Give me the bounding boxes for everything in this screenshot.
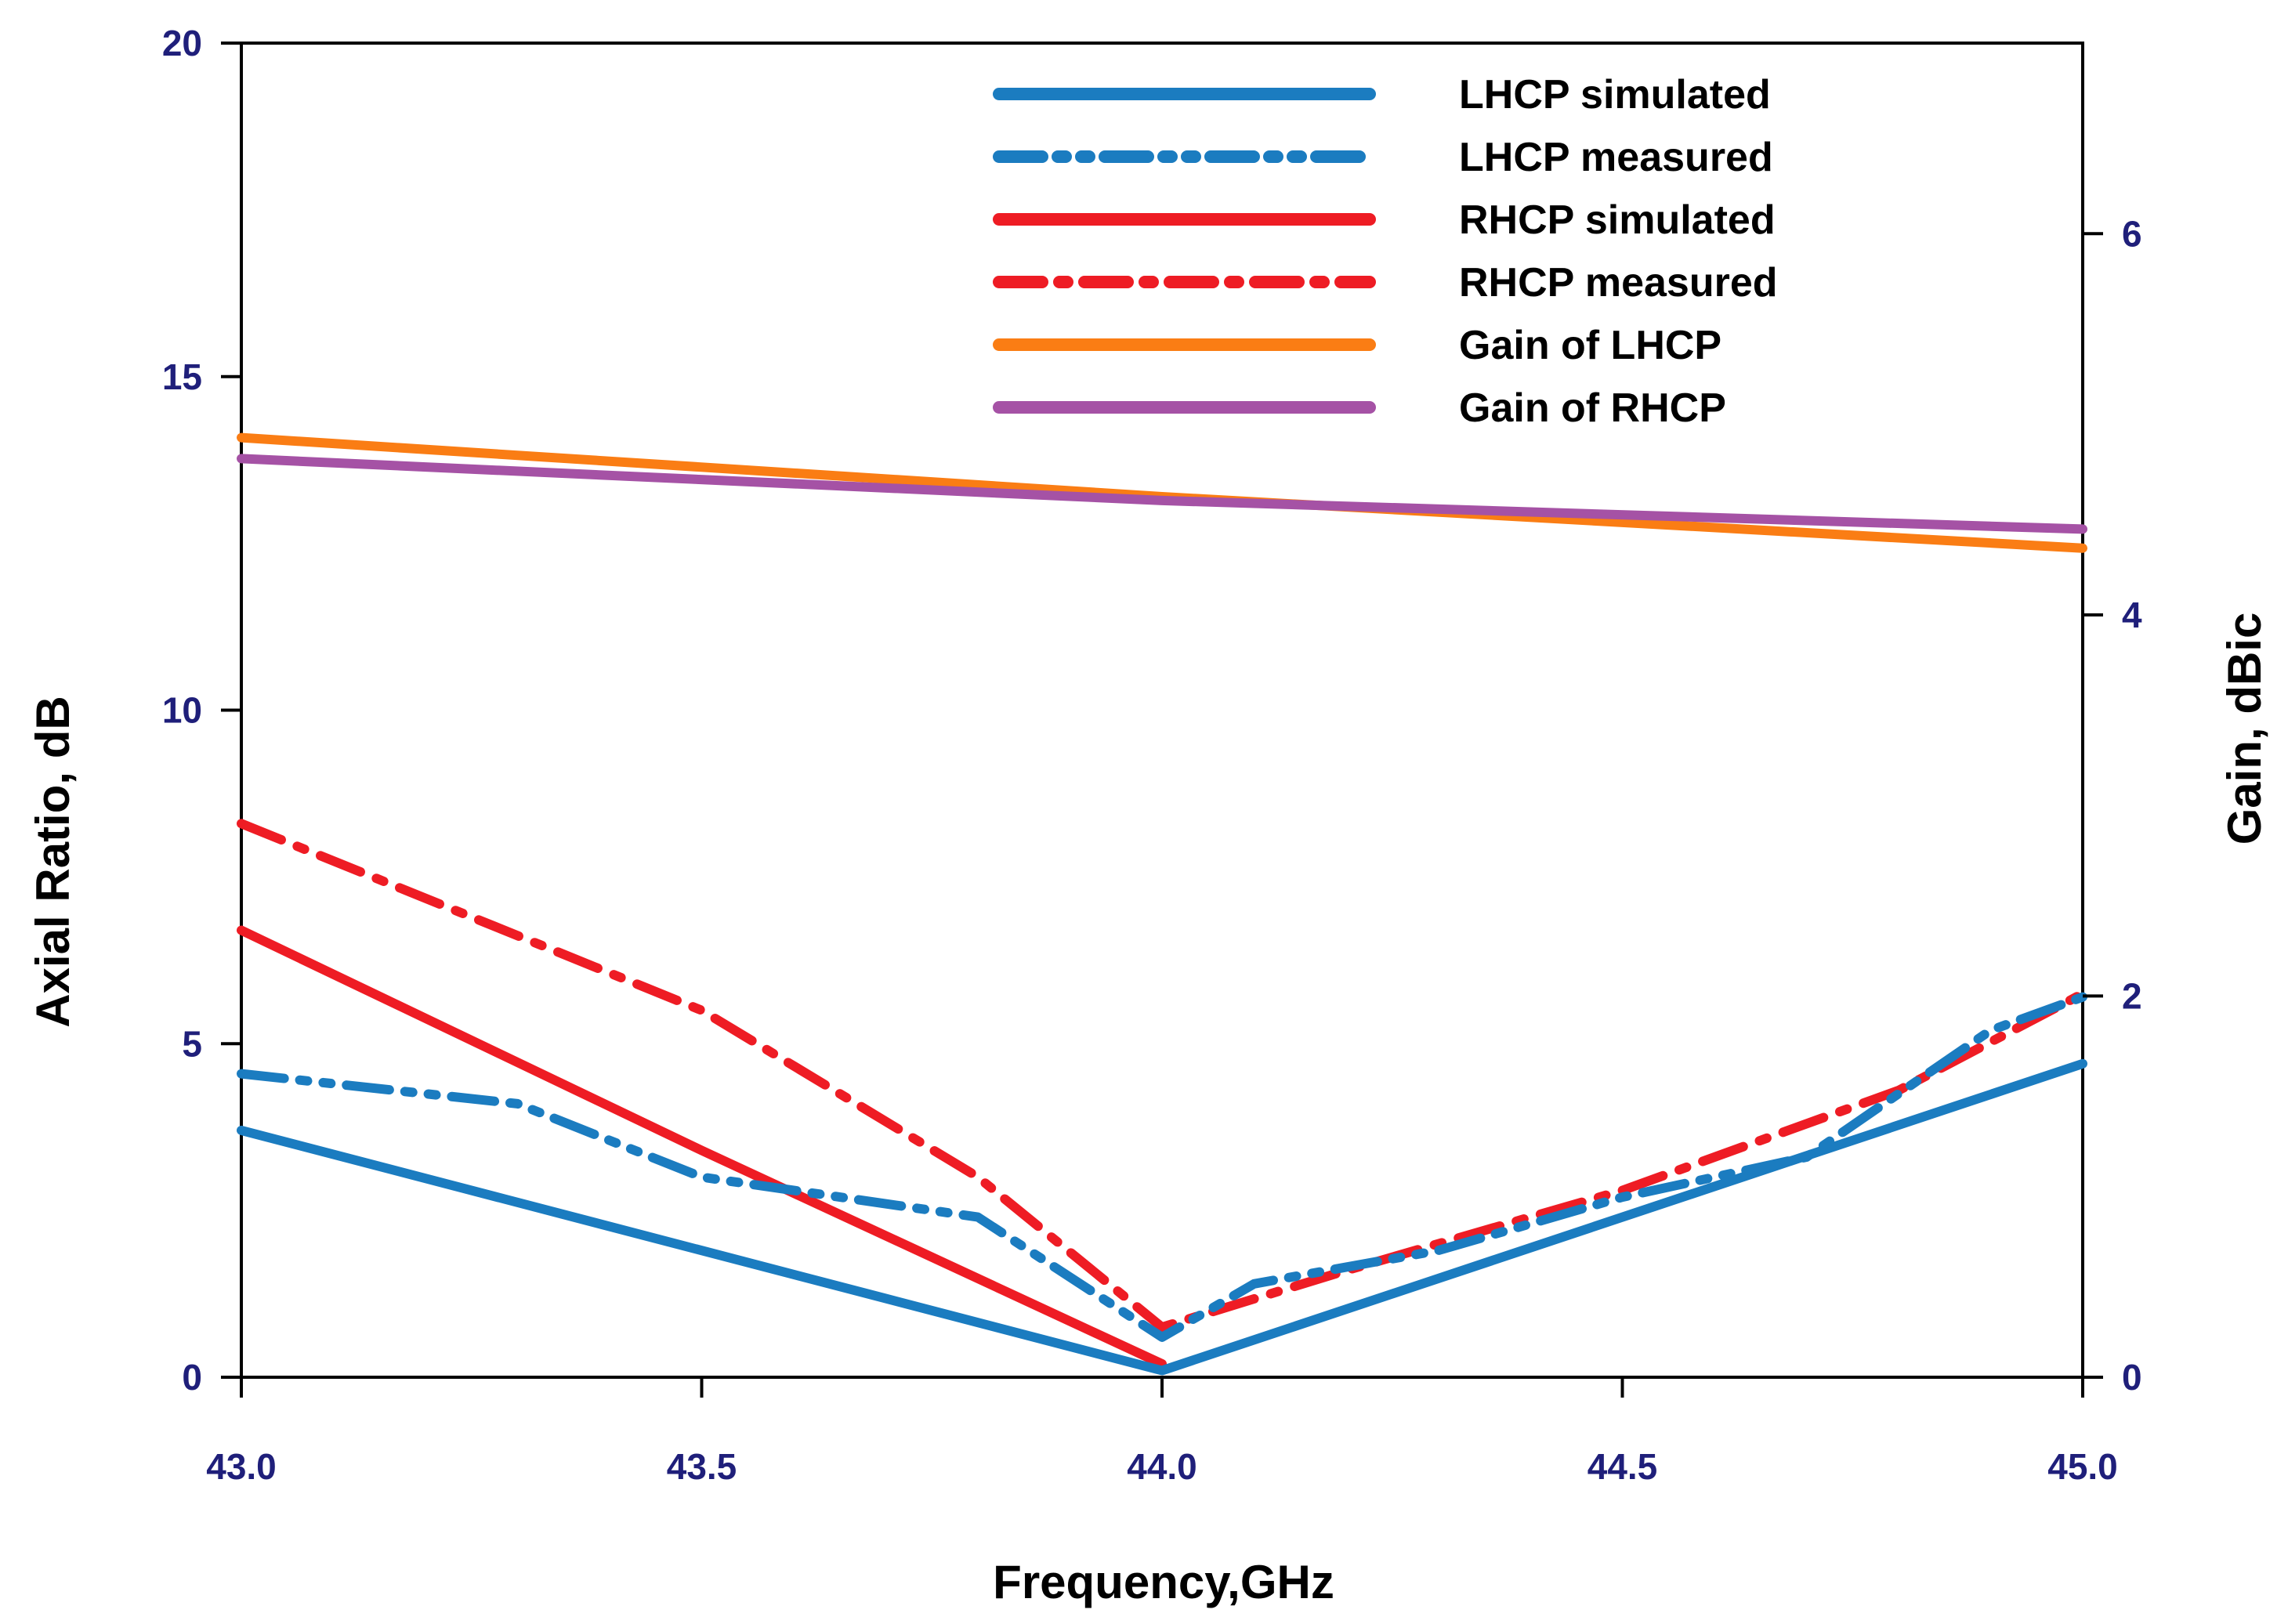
x-tick-label: 43.5 (667, 1446, 737, 1487)
x-tick-label: 44.0 (1127, 1446, 1197, 1487)
x-tick-label: 44.5 (1587, 1446, 1658, 1487)
y-right-tick-label: 6 (2122, 213, 2142, 254)
y-left-tick-label: 20 (162, 23, 202, 63)
y-axis-right-title: Gain, dBic (2218, 613, 2271, 845)
series-layer (237, 432, 2087, 1376)
legend-label: RHCP measured (1459, 260, 1778, 306)
y-left-tick-label: 10 (162, 690, 202, 731)
y-right-tick-label: 0 (2122, 1357, 2142, 1398)
y-axis-left-title: Axial Ratio, dB (27, 696, 79, 1027)
x-tick-label: 43.0 (206, 1446, 277, 1487)
series-line-gain-of-rhcp (237, 454, 2087, 534)
legend-label: Gain of LHCP (1459, 323, 1721, 368)
axes-layer: 43.0 43.5 44.0 44.5 45.0 0 5 10 15 20 0 2 4 6 (162, 23, 2142, 1487)
legend-label: Gain of RHCP (1459, 385, 1726, 431)
legend-label: RHCP simulated (1459, 197, 1776, 243)
legend-label: LHCP simulated (1459, 72, 1771, 118)
plot-area (240, 42, 2084, 1379)
y-left-tick-label: 15 (162, 356, 202, 397)
series-line-rhcp-simulated (237, 925, 1167, 1369)
series-line-lhcp-measured (237, 992, 2087, 1342)
legend: LHCP simulated LHCP measured RHCP simulate… (993, 72, 1778, 431)
y-right-tick-label: 2 (2122, 975, 2142, 1016)
y-left-tick-label: 5 (182, 1023, 202, 1064)
legend-label: LHCP measured (1459, 135, 1773, 180)
series-line-rhcp-measured (237, 819, 2087, 1333)
y-right-tick-label: 4 (2122, 595, 2142, 635)
x-axis-title: Frequency,GHz (993, 1556, 1334, 1608)
y-left-tick-label: 0 (182, 1357, 202, 1398)
plot-frame (240, 42, 2084, 1379)
series-line-gain-of-lhcp (237, 432, 2087, 553)
x-tick-label: 45.0 (2047, 1446, 2118, 1487)
